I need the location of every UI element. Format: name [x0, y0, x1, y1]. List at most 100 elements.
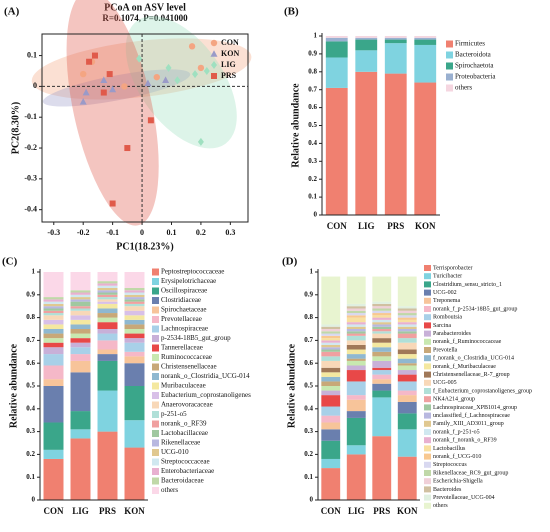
bar-segment — [124, 315, 145, 320]
y-tick-label: 0.3 — [308, 157, 317, 165]
legend-swatch — [152, 287, 159, 295]
legend-swatch — [424, 412, 431, 419]
bar-segment — [70, 308, 91, 311]
bar-segment — [321, 349, 341, 352]
bar-segment — [321, 326, 341, 329]
bar-segment — [70, 411, 91, 430]
chart-title: PCoA on ASV level — [104, 2, 186, 13]
y-tick-label: 0.4 — [26, 404, 35, 412]
bar-segment — [321, 329, 341, 332]
legend-swatch — [152, 401, 159, 409]
legend-swatch — [152, 325, 159, 333]
y-tick-label: 0.9 — [304, 290, 313, 298]
bar-segment — [325, 57, 348, 88]
bar-segment — [321, 335, 341, 339]
legend-label: norank_f_p-2534-18B5_gut_group — [433, 305, 517, 312]
x-tick-label: KON — [124, 506, 145, 516]
legend-marker — [211, 73, 217, 79]
bar-segment — [384, 36, 407, 38]
bar-segment — [43, 386, 64, 423]
bar-segment — [70, 290, 91, 293]
legend-swatch — [424, 338, 431, 345]
x-tick-label: PRS — [387, 221, 404, 231]
legend-label: Eubacterium_coprostanoligenes — [161, 391, 251, 399]
bar-segment — [70, 347, 91, 355]
legend-swatch — [424, 330, 431, 337]
bar-segment — [124, 272, 145, 288]
legend-label: Escherichia-Shigella — [433, 479, 483, 485]
bar-segment — [124, 342, 145, 352]
legend-label: Firmicutes — [455, 40, 485, 48]
bar-segment — [397, 310, 417, 314]
point — [165, 63, 172, 72]
bar-segment — [397, 322, 417, 325]
legend-label: unclassified_f_Lachnospiraceae — [433, 412, 510, 419]
panel-label: (A) — [4, 6, 20, 18]
point — [162, 76, 170, 84]
bar-segment — [321, 386, 341, 391]
legend-marker — [210, 39, 218, 47]
bar-segment — [43, 319, 64, 325]
legend-swatch — [152, 430, 159, 437]
bar-segment — [397, 354, 417, 359]
point — [124, 145, 131, 152]
bar-segment — [346, 454, 366, 500]
bar-segment — [346, 317, 366, 323]
legend-marker — [210, 50, 218, 57]
bar-segment — [43, 303, 64, 307]
bar-segment — [346, 349, 366, 355]
legend-swatch — [152, 344, 159, 352]
bar-segment — [346, 276, 366, 304]
bar-segment — [70, 292, 91, 295]
bar-segment — [97, 297, 118, 300]
point — [79, 98, 87, 105]
bar-segment — [397, 413, 417, 430]
legend-label: Prevotellaceae_UCG-004 — [433, 495, 495, 501]
bar-segment — [372, 390, 392, 398]
panel-label: (B) — [284, 6, 299, 18]
bar-segment — [346, 303, 366, 307]
y-axis-label: Relative abundance — [8, 343, 19, 428]
bar-segment — [346, 310, 366, 314]
bar-segment — [321, 324, 341, 327]
bar-segment — [43, 315, 64, 320]
bar-segment — [397, 401, 417, 414]
legend-label: Rikenellaceae_RC9_gut_group — [433, 470, 508, 476]
bar-segment — [70, 429, 91, 439]
bar-segment — [372, 308, 392, 311]
bar-segment — [43, 338, 64, 343]
y-axis-label: Relative abundance — [290, 83, 301, 168]
x-tick-label: CON — [321, 506, 342, 516]
plot-frame — [41, 33, 249, 223]
bar-segment — [372, 319, 392, 323]
bar-segment — [346, 333, 366, 336]
bar-segment — [97, 272, 118, 282]
point — [136, 54, 143, 63]
bar-segment — [346, 322, 366, 325]
legend-swatch — [424, 322, 431, 329]
bar-segment — [372, 315, 392, 318]
bar-segment — [372, 331, 392, 334]
bar-segment — [384, 39, 407, 44]
bar-segment — [372, 379, 392, 384]
bar-segment — [43, 297, 64, 300]
bar-segment — [321, 333, 341, 336]
legend-label: Oscillospiraceae — [161, 287, 207, 295]
point — [203, 66, 210, 75]
bar-segment — [372, 306, 392, 309]
legend-label: Anaerovoracaceae — [161, 401, 213, 409]
y-tick-label: 0.1 — [308, 193, 317, 201]
bar-segment — [321, 276, 341, 325]
bar-segment — [321, 351, 341, 357]
bar-segment — [372, 356, 392, 361]
bar-segment — [372, 313, 392, 316]
bar-segment — [372, 383, 392, 391]
bar-segment — [70, 342, 91, 348]
legend-swatch — [152, 411, 159, 418]
bar-segment — [43, 449, 64, 459]
y-tick-label: 0.5 — [308, 121, 317, 129]
bar-segment — [384, 37, 407, 40]
bar-segment — [70, 354, 91, 361]
bar-segment — [43, 310, 64, 314]
